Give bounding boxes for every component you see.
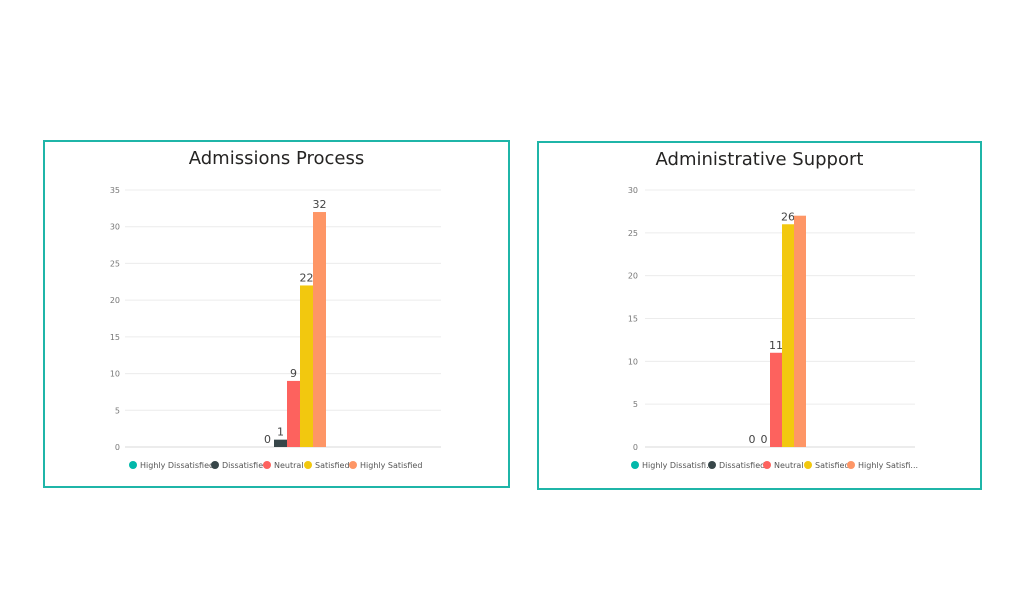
y-tick-label: 15	[110, 333, 120, 342]
y-tick-label: 25	[628, 229, 638, 238]
bar-neutral[interactable]	[287, 380, 300, 447]
legend-marker	[211, 461, 219, 469]
legend-marker	[263, 461, 271, 469]
administrative-support-chart: Administrative Support 0 5 10 15 20 25 30 0 0 11 2…	[537, 141, 982, 490]
legend-label[interactable]: Satisfied	[315, 461, 350, 470]
legend-label[interactable]: Dissatisfied	[222, 461, 268, 470]
data-label: 26	[781, 210, 795, 223]
data-label: 32	[313, 198, 327, 211]
data-label: 0	[264, 433, 271, 446]
y-tick-label: 30	[628, 186, 638, 195]
bar-neutral[interactable]	[770, 352, 782, 447]
y-tick-label: 0	[633, 443, 638, 452]
y-tick-label: 25	[110, 259, 120, 268]
legend-label[interactable]: Highly Dissatisfied	[140, 461, 214, 470]
legend-label[interactable]: Highly Satisfi...	[858, 461, 918, 470]
legend-label[interactable]: Satisfied	[815, 461, 850, 470]
legend-marker	[804, 461, 812, 469]
chart-title: Admissions Process	[188, 148, 365, 169]
legend-marker	[847, 461, 855, 469]
legend-marker	[349, 461, 357, 469]
bar-satisfied[interactable]	[782, 224, 794, 447]
data-label: 1	[277, 426, 284, 439]
legend-label[interactable]: Dissatisfied	[719, 461, 765, 470]
y-tick-label: 20	[628, 272, 638, 281]
y-tick-label: 35	[110, 186, 120, 195]
data-label: 0	[749, 433, 756, 446]
y-tick-label: 30	[110, 223, 120, 232]
legend-marker	[129, 461, 137, 469]
data-label: 9	[290, 367, 297, 380]
data-label: 11	[769, 339, 783, 352]
y-tick-label: 0	[115, 443, 120, 452]
chart-title: Administrative Support	[655, 149, 864, 170]
bar-highly-satisfied[interactable]	[794, 215, 806, 447]
y-tick-label: 20	[110, 296, 120, 305]
legend-label[interactable]: Neutral	[274, 461, 304, 470]
y-tick-label: 15	[628, 315, 638, 324]
y-tick-label: 5	[115, 406, 120, 415]
data-label: 22	[300, 271, 314, 284]
legend-label[interactable]: Highly Satisfied	[360, 461, 422, 470]
admissions-process-chart: Admissions Process 0 5 10 15 20 25 30 35 0 1 9 22 32…	[43, 140, 510, 488]
legend-marker	[763, 461, 771, 469]
legend-marker	[304, 461, 312, 469]
y-tick-label: 10	[110, 370, 120, 379]
bar-satisfied[interactable]	[300, 285, 313, 447]
legend-label[interactable]: Neutral	[774, 461, 804, 470]
legend-marker	[708, 461, 716, 469]
legend-label[interactable]: Highly Dissatisfi...	[642, 461, 714, 470]
y-tick-label: 5	[633, 400, 638, 409]
legend-marker	[631, 461, 639, 469]
bar-dissatisfied[interactable]	[274, 439, 287, 447]
y-tick-label: 10	[628, 357, 638, 366]
data-label: 0	[761, 433, 768, 446]
bar-highly-satisfied[interactable]	[313, 212, 326, 447]
